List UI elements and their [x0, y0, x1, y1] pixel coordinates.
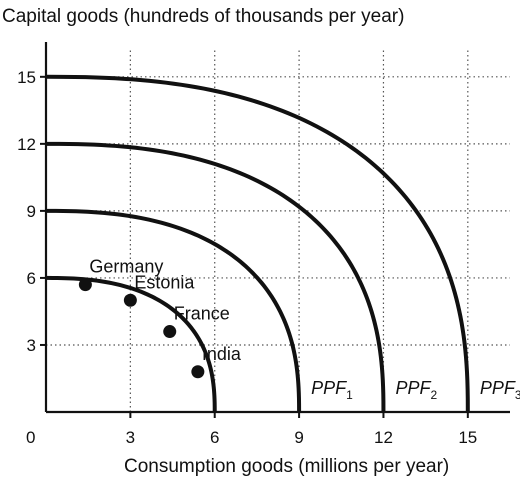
- curve-labels: PPF1 PPF2 PPF3: [311, 378, 520, 402]
- ppf-curve-0: [45, 275, 217, 413]
- x-axis-label: Consumption goods (millions per year): [124, 456, 449, 477]
- point-france: [163, 325, 177, 339]
- point-label-france: France: [174, 304, 230, 324]
- chart-title: Capital goods (hundreds of thousands per…: [2, 6, 404, 27]
- point-india: [191, 365, 205, 379]
- x-tick-label-0: 3: [126, 428, 135, 447]
- tick-labels: 3 6 9 12 15 3 6 9 12 15: [17, 68, 477, 447]
- curve-label-2: PPF2: [395, 378, 437, 402]
- curve-label-1: PPF1: [311, 378, 353, 402]
- point-label-estonia: Estonia: [134, 272, 195, 292]
- origin-label: 0: [26, 428, 35, 447]
- y-tick-label-3: 12: [17, 135, 36, 154]
- y-tick-label-1: 6: [27, 269, 36, 288]
- curve-label-3: PPF3: [480, 378, 520, 402]
- point-label-germany: Germany: [89, 257, 163, 277]
- x-tick-label-1: 6: [210, 428, 219, 447]
- point-label-india: India: [202, 344, 242, 364]
- x-tick-label-4: 15: [458, 428, 477, 447]
- ppf-curve-1: [45, 208, 302, 413]
- ppf-curve-3: [45, 74, 470, 413]
- x-tick-label-3: 12: [374, 428, 393, 447]
- ppf-curves: [45, 74, 470, 413]
- point-estonia: [123, 293, 137, 307]
- y-tick-label-2: 9: [27, 202, 36, 221]
- x-tick-label-2: 9: [294, 428, 303, 447]
- y-tick-label-0: 3: [27, 336, 36, 355]
- y-tick-label-4: 15: [17, 68, 36, 87]
- grid-lines: [46, 50, 510, 412]
- ppf-curve-2: [45, 141, 386, 413]
- point-germany: [78, 278, 92, 292]
- axes: [44, 42, 510, 414]
